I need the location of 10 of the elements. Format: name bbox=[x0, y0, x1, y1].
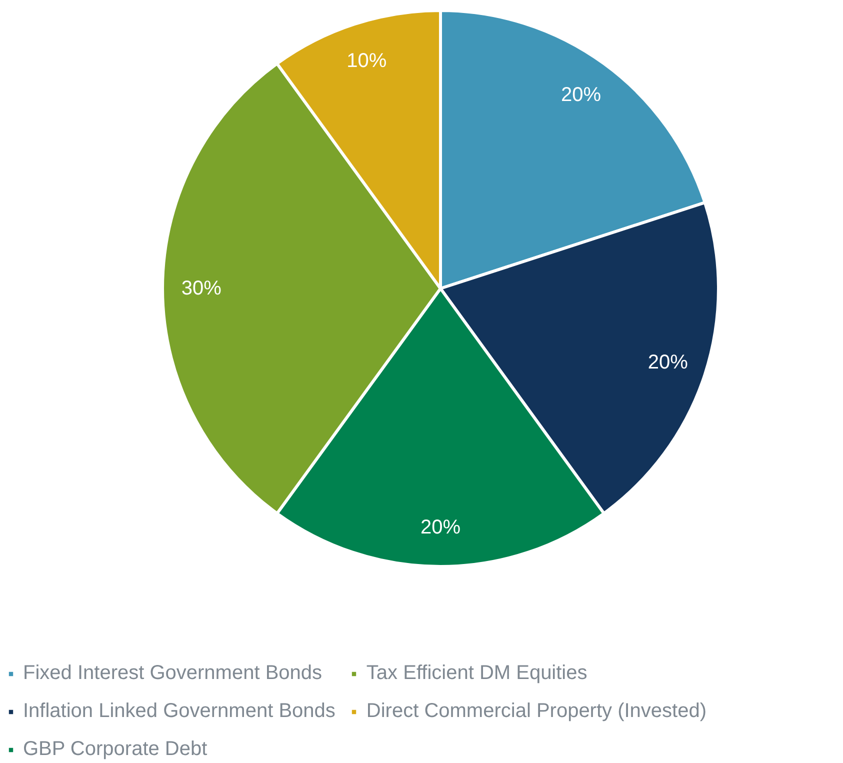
data-label: 30% bbox=[181, 278, 222, 300]
data-label: 10% bbox=[346, 50, 387, 72]
data-label: 20% bbox=[561, 84, 602, 106]
legend-label: Fixed Interest Government Bonds bbox=[23, 661, 322, 685]
legend-label: Inflation Linked Government Bonds bbox=[23, 699, 336, 723]
legend-label: Direct Commercial Property (Invested) bbox=[366, 699, 707, 723]
data-label: 20% bbox=[420, 516, 461, 539]
legend-label: Tax Efficient DM Equities bbox=[366, 661, 588, 685]
legend-label: GBP Corporate Debt bbox=[23, 737, 208, 761]
data-label: 20% bbox=[648, 351, 688, 374]
